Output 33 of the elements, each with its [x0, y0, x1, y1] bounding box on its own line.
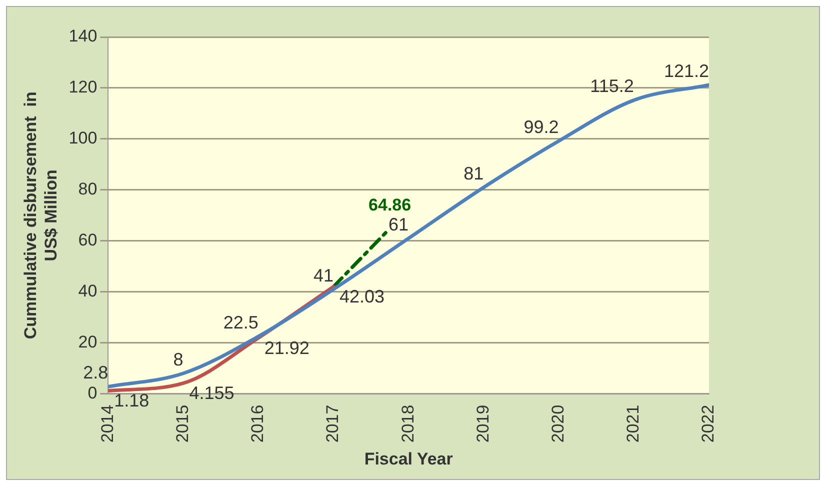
data-label: 115.2 [590, 76, 634, 96]
data-label: 4.155 [189, 383, 234, 404]
data-label: 41 [313, 265, 334, 286]
x-tick-label: 2016 [248, 404, 268, 443]
x-axis-title: Fiscal Year [364, 449, 454, 468]
data-label: 42.03 [339, 286, 385, 307]
y-tick-label: 0 [88, 383, 98, 402]
data-label: 61 [388, 214, 409, 234]
data-label: 21.92 [264, 338, 310, 358]
data-label: 81 [464, 163, 484, 184]
y-tick-label: 80 [78, 180, 98, 199]
y-tick-label: 120 [68, 78, 98, 97]
x-tick-label: 2014 [98, 404, 117, 443]
y-axis-title: Cummulative disbursement in US$ Million [20, 92, 60, 340]
y-tick-label: 20 [78, 332, 98, 352]
data-label: 121.2 [664, 60, 709, 81]
x-tick-label: 2015 [172, 404, 192, 443]
x-tick-label: 2019 [473, 404, 492, 443]
data-label: 22.5 [223, 312, 258, 332]
y-tick-label: 100 [68, 128, 98, 148]
data-label: 8 [173, 349, 184, 370]
y-tick-label: 140 [68, 26, 98, 46]
x-tick-label: 2022 [698, 404, 718, 443]
data-label: 2.8 [83, 362, 108, 383]
y-tick-label: 40 [78, 282, 98, 301]
data-label: 1.18 [114, 390, 150, 411]
x-tick-label: 2020 [548, 404, 568, 443]
x-tick-label: 2017 [323, 404, 342, 443]
data-label: 99.2 [524, 116, 559, 137]
y-tick-label: 60 [78, 230, 98, 250]
data-label: 64.86 [368, 196, 412, 215]
x-tick-label: 2021 [624, 404, 643, 443]
x-tick-label: 2018 [398, 404, 418, 443]
